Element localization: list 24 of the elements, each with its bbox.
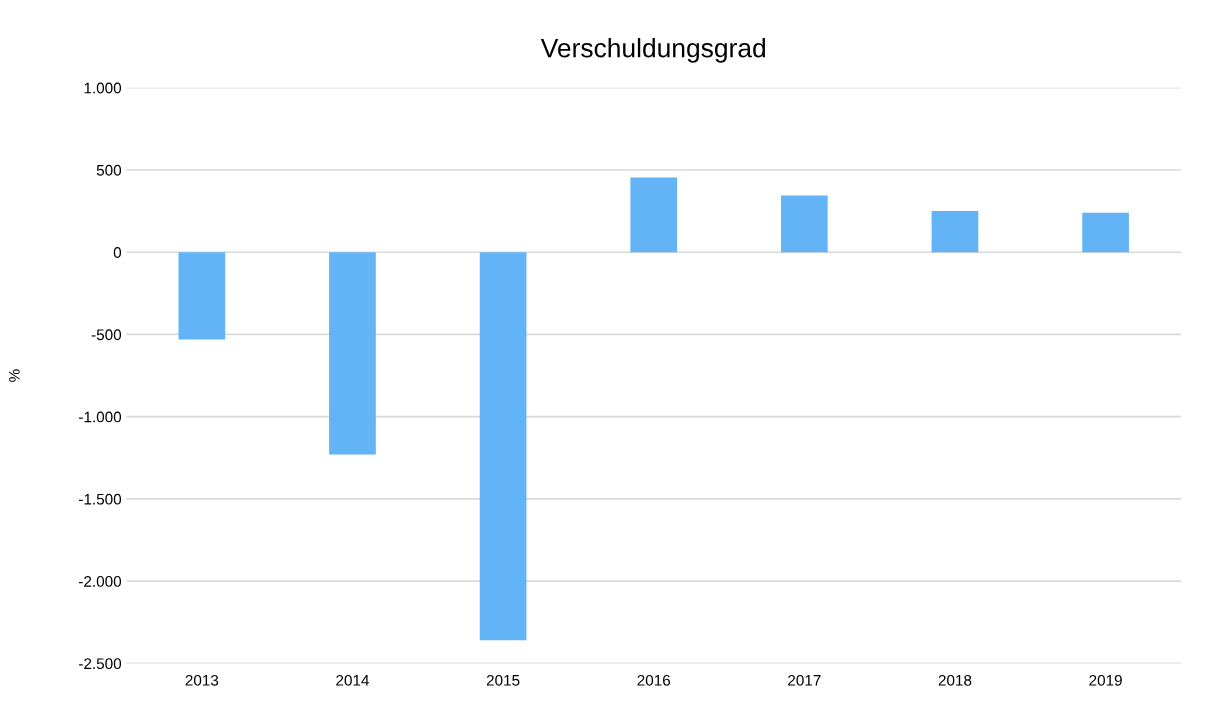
bar: [931, 211, 979, 253]
y-tick-label: -1.500: [79, 493, 122, 505]
y-axis-title: %: [9, 369, 20, 382]
x-tick-label: 2013: [185, 674, 219, 686]
y-tick-label: 0: [113, 247, 122, 258]
bar: [479, 252, 527, 641]
bar: [1082, 212, 1129, 253]
x-tick-label: 2017: [788, 674, 821, 686]
x-tick-label: 2019: [1089, 674, 1122, 686]
x-tick-label: 2015: [486, 674, 520, 686]
bar: [329, 252, 376, 455]
y-tick-label: 1.000: [84, 82, 122, 94]
bar: [630, 177, 678, 253]
bar: [178, 252, 226, 340]
y-tick-label: -2.500: [79, 658, 122, 670]
x-tick-label: 2016: [637, 674, 671, 686]
y-tick-label: -1.000: [79, 411, 122, 423]
y-tick-label: -2.000: [79, 576, 122, 587]
y-tick-label: 500: [96, 164, 122, 176]
x-tick-label: 2014: [336, 674, 370, 686]
x-tick-label: 2018: [938, 674, 972, 686]
y-tick-label: -500: [91, 329, 122, 341]
bar: [780, 195, 828, 253]
chart-title: Verschuldungsgrad: [540, 38, 765, 63]
